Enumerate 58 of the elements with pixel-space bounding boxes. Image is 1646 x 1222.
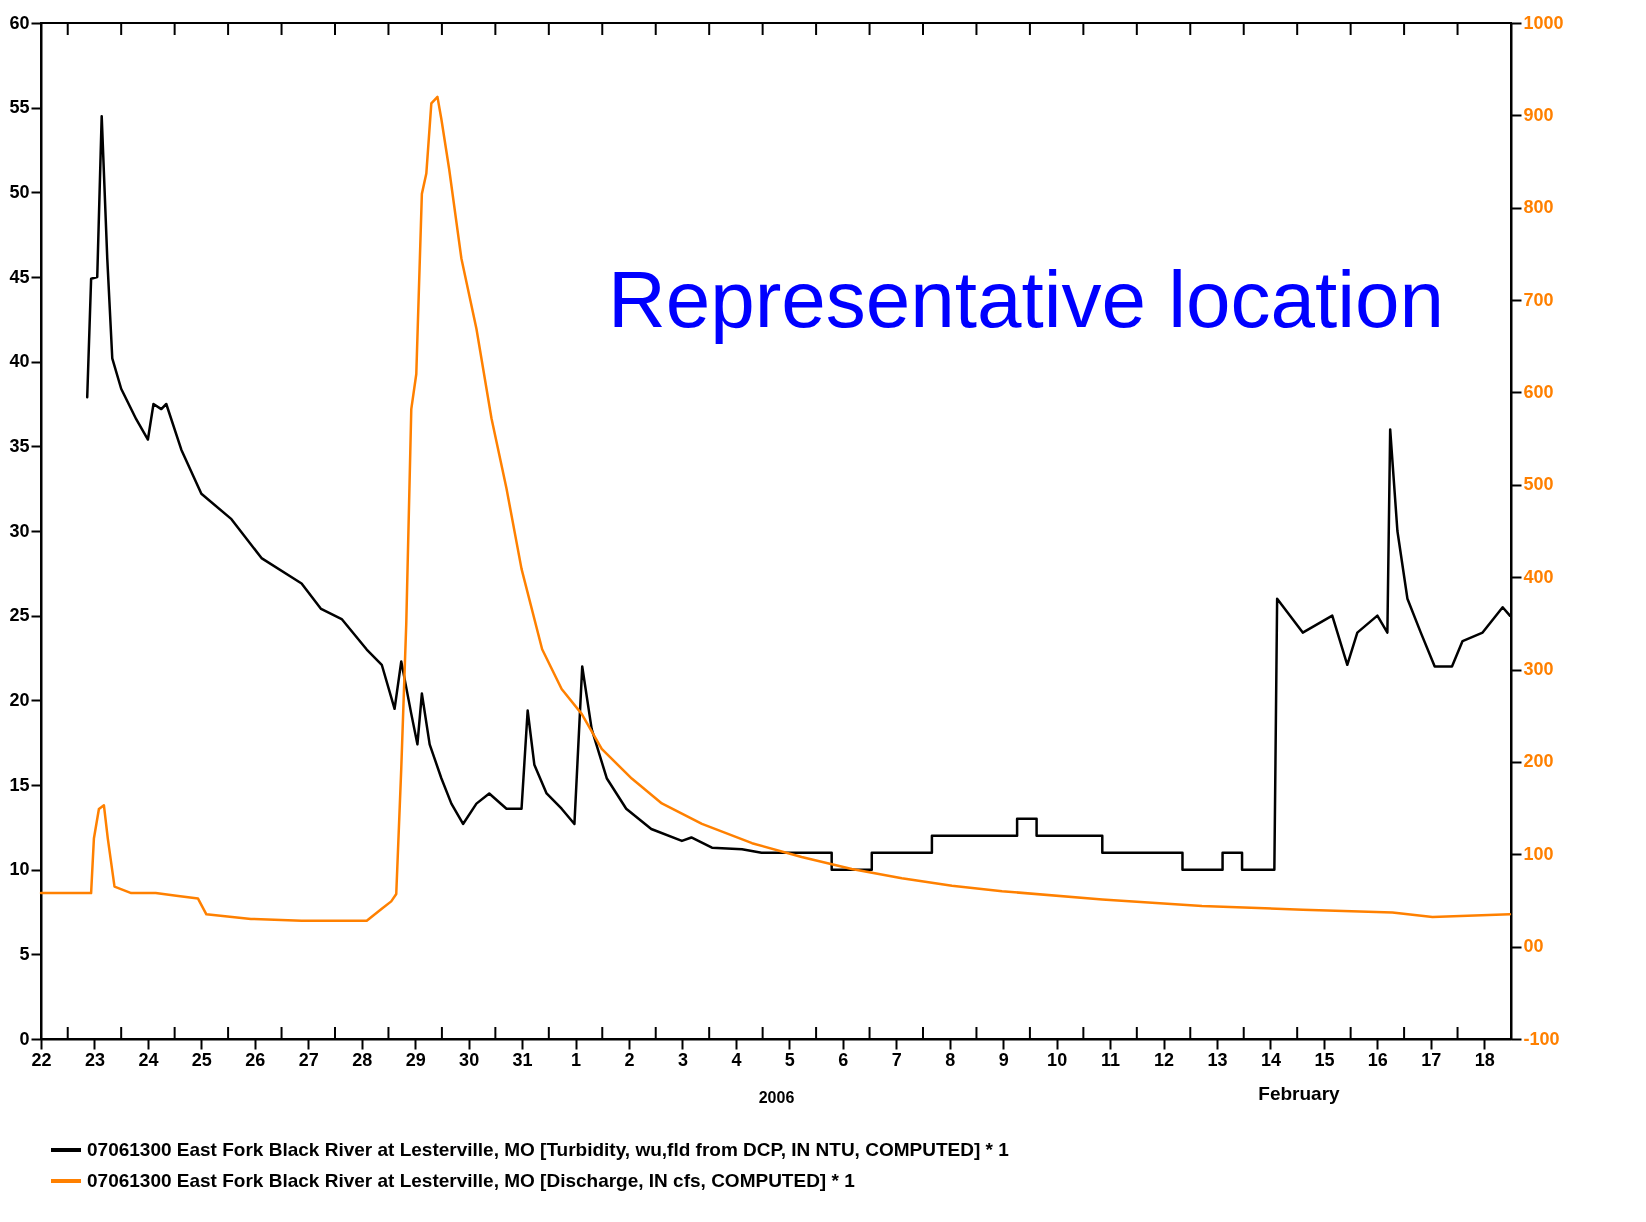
x-tick-label: 18 (1474, 1049, 1495, 1070)
x-tick-label: 8 (945, 1049, 956, 1070)
y2-tick-label: 200 (1523, 751, 1554, 772)
x-tick-label: 29 (405, 1049, 426, 1070)
x-tick-label: 10 (1047, 1049, 1068, 1070)
y-tick-label: 55 (9, 97, 30, 118)
x-tick-label: 2 (624, 1049, 635, 1070)
x-tick-label: 26 (245, 1049, 266, 1070)
annotation: Representative location (607, 255, 1445, 344)
x-tick-label: 3 (677, 1049, 688, 1070)
x-tick-label: 24 (138, 1049, 159, 1070)
x-tick-label: 31 (512, 1049, 533, 1070)
y-tick-label: 15 (9, 774, 30, 795)
y-tick-label: 25 (9, 605, 30, 626)
x-axis-title: 2006 (758, 1088, 795, 1106)
x-tick-label: 13 (1207, 1049, 1228, 1070)
x-tick-label: 15 (1314, 1049, 1335, 1070)
x-tick-label: 16 (1367, 1049, 1388, 1070)
x-tick-label: 5 (784, 1049, 795, 1070)
x-tick-label: 17 (1421, 1049, 1442, 1070)
x-tick-label: 28 (352, 1049, 373, 1070)
x-tick-label: 23 (84, 1049, 105, 1070)
y2-tick-label: 400 (1523, 566, 1554, 587)
y2-tick-label: 800 (1523, 197, 1554, 218)
x-tick-label: 22 (31, 1049, 52, 1070)
y2-tick-label: 100 (1523, 843, 1554, 864)
y2-tick-label: 600 (1523, 381, 1554, 402)
x-tick-label: 12 (1154, 1049, 1175, 1070)
y2-tick-label: -100 (1523, 1028, 1560, 1049)
y2-tick-label: 1000 (1523, 12, 1564, 33)
x-tick-label: 6 (838, 1049, 849, 1070)
y-tick-label: 5 (19, 943, 30, 964)
y2-tick-label: 700 (1523, 289, 1554, 310)
x-tick-label: 4 (731, 1049, 742, 1070)
x-tick-label: 9 (998, 1049, 1009, 1070)
y-tick-label: 50 (9, 181, 30, 202)
x-tick-label: 11 (1101, 1049, 1121, 1070)
x-tick-label: 1 (571, 1049, 582, 1070)
y-tick-label: 40 (9, 351, 30, 372)
y-tick-label: 10 (9, 859, 30, 880)
y-tick-label: 30 (9, 520, 30, 541)
y2-tick-label: 900 (1523, 104, 1554, 125)
x-tick-label: 27 (298, 1049, 319, 1070)
y-tick-label: 20 (9, 689, 30, 710)
x-tick-label: 14 (1260, 1049, 1281, 1070)
x-tick-label: 30 (459, 1049, 480, 1070)
y2-tick-label: 300 (1523, 659, 1554, 680)
x-tick-label: 7 (891, 1049, 902, 1070)
text: February (1258, 1083, 1341, 1104)
legend-label: 07061300 East Fork Black River at Lesterville, MO [Turbidity, wu,fld from DCP, IN NTU, COMPUTED] * 1 (87, 1139, 1010, 1160)
y-tick-label: 45 (9, 266, 30, 287)
y2-tick-label: 00 (1523, 936, 1544, 957)
legend-label: 07061300 East Fork Black River at Lesterville, MO [Discharge, IN cfs, COMPUTED] * 1 (87, 1170, 856, 1191)
y-tick-label: 35 (9, 435, 30, 456)
y-tick-label: 60 (9, 12, 30, 33)
x-tick-label: 25 (191, 1049, 212, 1070)
y-tick-label: 0 (19, 1028, 30, 1049)
y2-tick-label: 500 (1523, 474, 1554, 495)
